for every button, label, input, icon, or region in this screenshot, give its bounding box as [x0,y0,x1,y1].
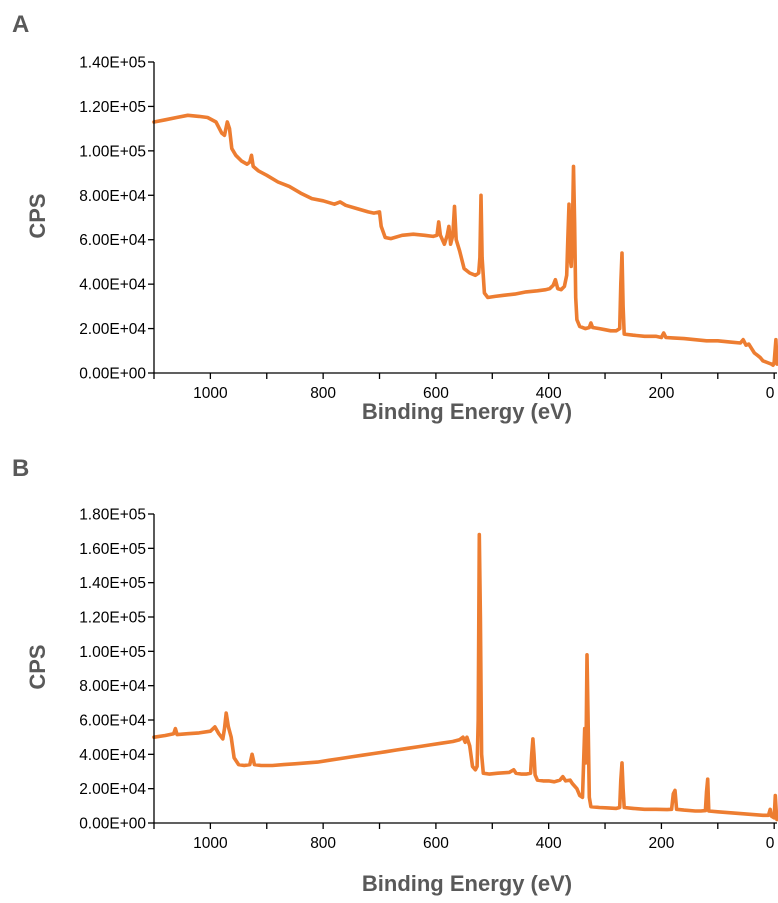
x-tick-label-a: 1000 [193,385,228,402]
y-tick-label-b: 2.00E+04 [79,781,146,798]
x-tick-label-a: 600 [423,385,449,402]
y-tick-label-a: 2.00E+04 [79,321,146,338]
y-tick-label-b: 6.00E+04 [79,713,146,730]
chart-panel-a: A CPS 0.00E+00 2.00E+04 4.00E+04 6.00E+04 8.… [12,11,778,424]
x-tick-label-a: 200 [648,385,674,402]
y-tick-label-b: 0.00E+00 [79,816,146,833]
y-tick-label-b: 4.00E+04 [79,747,146,764]
y-tick-label-a: 1.40E+05 [79,55,146,72]
x-tick-labels-b: 1000 800 600 400 200 0 [193,835,775,852]
y-tick-label-b: 1.60E+05 [79,541,146,558]
x-tick-label-b: 1000 [193,835,228,852]
chart-panel-b: B CPS 0.00E+00 2.00E+04 4.00E+04 6.00E+04 8.… [12,455,778,896]
x-tick-label-b: 600 [423,835,449,852]
y-tick-label-a: 0.00E+00 [79,366,146,383]
x-tick-labels-a: 1000 800 600 400 200 0 [193,385,775,402]
series-line-a [152,113,778,368]
tick-marks-a [148,61,775,379]
y-tick-label-b: 8.00E+04 [79,678,146,695]
x-tick-label-b: 0 [766,835,775,852]
x-tick-label-a: 0 [766,385,775,402]
y-tick-label-a: 8.00E+04 [79,188,146,205]
x-tick-label-b: 800 [310,835,336,852]
y-axis-title-b: CPS [25,644,50,689]
y-tick-labels-b: 0.00E+00 2.00E+04 4.00E+04 6.00E+04 8.00E+04… [79,507,146,833]
y-tick-label-a: 1.20E+05 [79,99,146,116]
y-tick-label-b: 1.80E+05 [79,507,146,524]
y-tick-label-b: 1.40E+05 [79,575,146,592]
x-tick-label-a: 800 [310,385,336,402]
series-line-b [152,532,778,822]
y-tick-label-b: 1.00E+05 [79,644,146,661]
panel-label-b: B [12,455,29,482]
y-tick-label-b: 1.20E+05 [79,610,146,627]
x-tick-label-a: 400 [536,385,562,402]
y-axis-title-a: CPS [25,193,50,238]
y-tick-label-a: 6.00E+04 [79,232,146,249]
y-tick-label-a: 4.00E+04 [79,277,146,294]
y-tick-label-a: 1.00E+05 [79,143,146,160]
x-tick-label-b: 200 [648,835,674,852]
panel-label-a: A [12,11,29,38]
x-axis-title-a: Binding Energy (eV) [362,399,572,424]
y-tick-labels-a: 0.00E+00 2.00E+04 4.00E+04 6.00E+04 8.00E+04… [79,55,146,383]
x-axis-title-b: Binding Energy (eV) [362,871,572,896]
x-tick-label-b: 400 [536,835,562,852]
tick-marks-b [148,513,775,829]
